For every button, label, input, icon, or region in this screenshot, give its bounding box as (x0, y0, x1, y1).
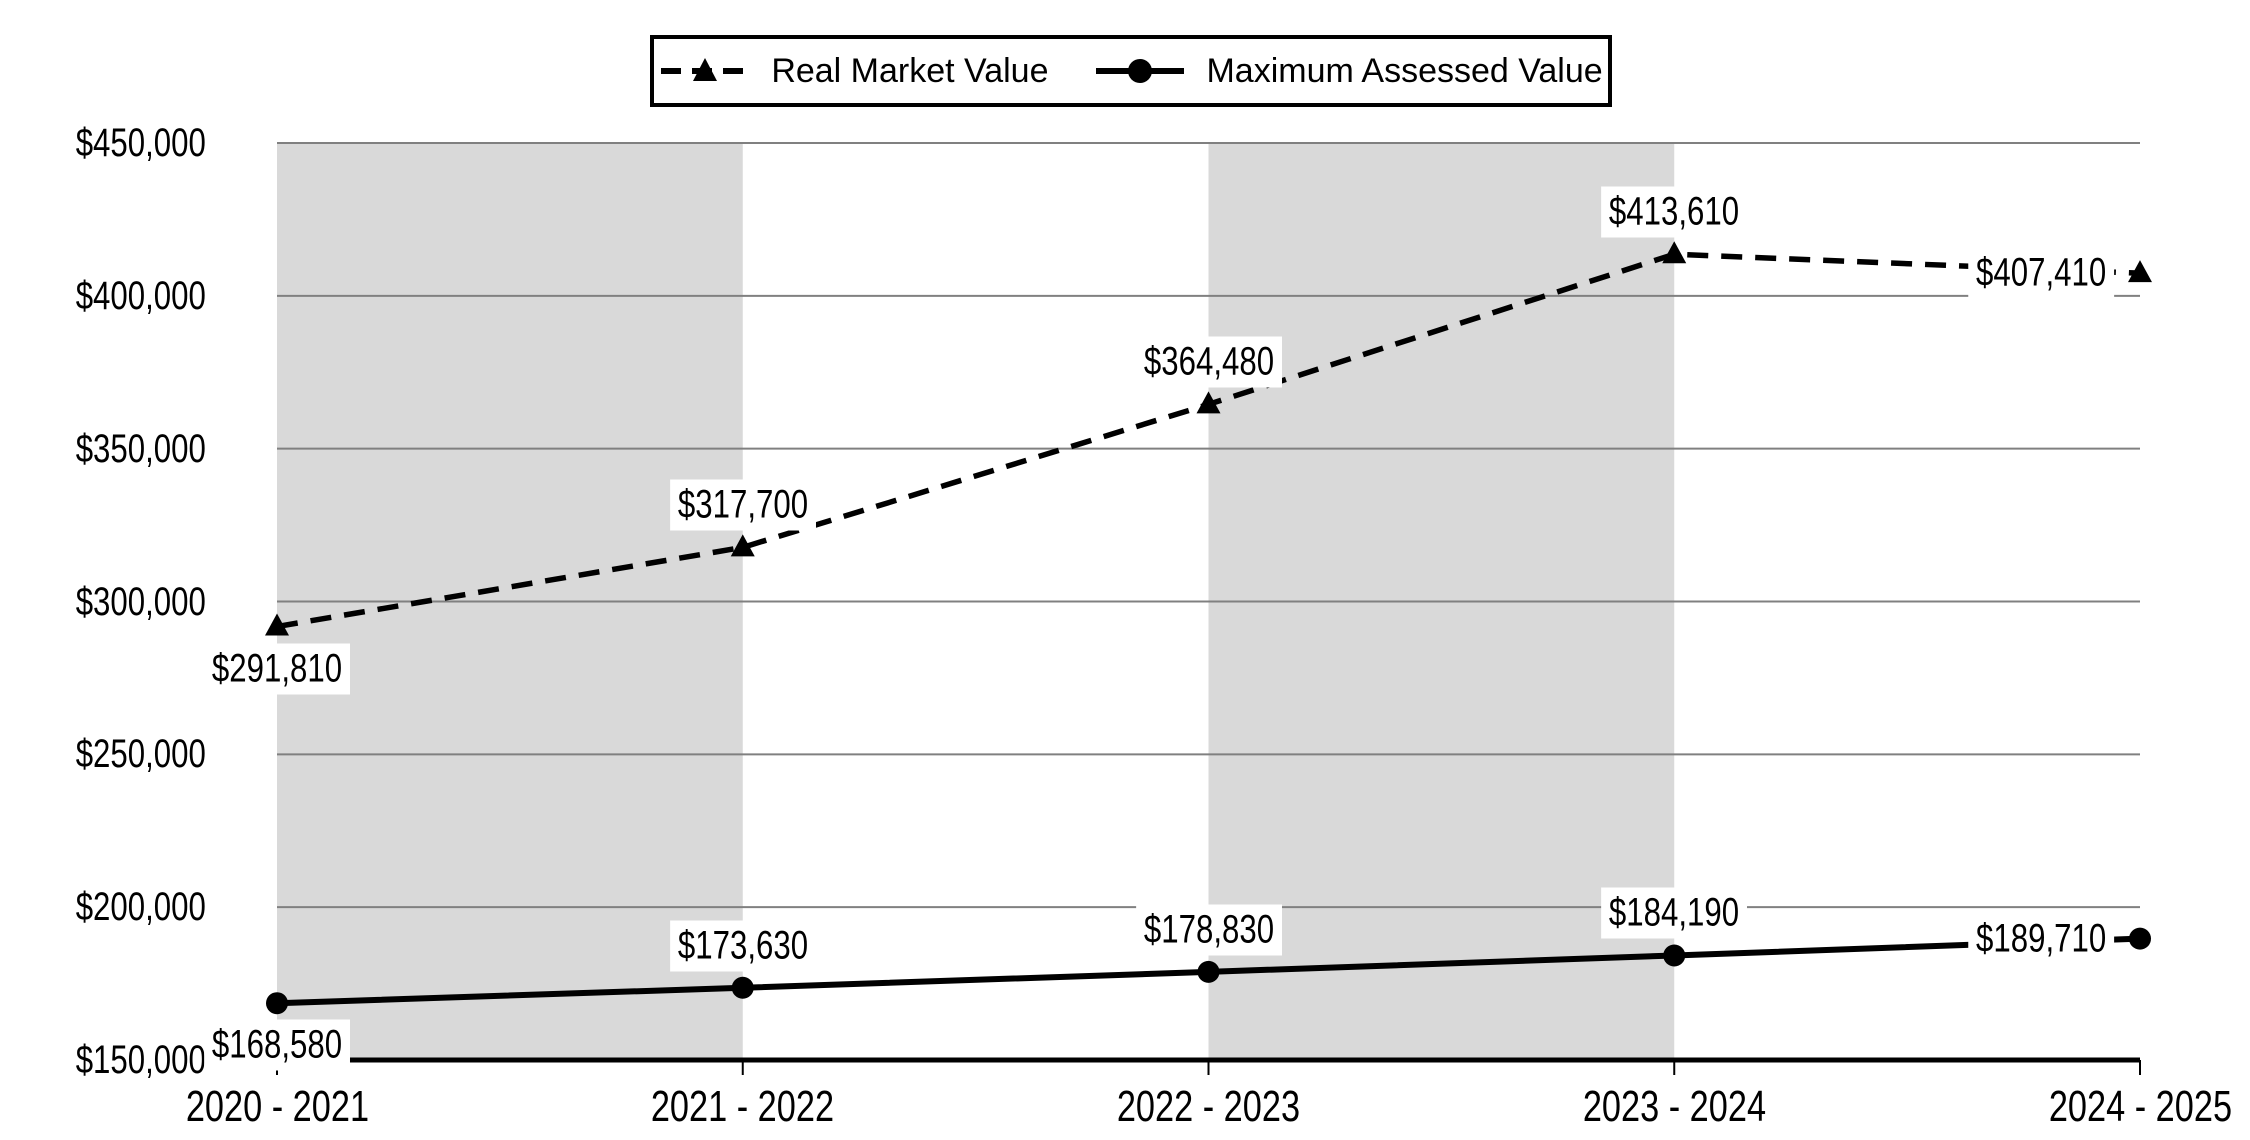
rmv-marker (1196, 391, 1221, 414)
legend-label-maximum-assessed-value: Maximum Assessed Value (1206, 51, 1603, 90)
y-axis-tick-label: $150,000 (75, 1038, 206, 1082)
x-axis-tick-label: 2023 - 2024 (1582, 1082, 1766, 1131)
mav-marker (2129, 927, 2151, 950)
mav-data-label: $173,630 (649, 920, 836, 972)
rmv-data-label: $364,480 (1115, 336, 1302, 388)
mav-marker (266, 992, 288, 1015)
rmv-marker (730, 534, 755, 557)
y-axis-tick-label: $200,000 (75, 885, 206, 930)
y-axis-tick-label: $450,000 (75, 121, 206, 165)
mav-marker (731, 976, 754, 999)
legend-item-real-market-value: Real Market Value (659, 52, 1048, 91)
mav-data-label: $184,190 (1581, 887, 1768, 939)
legend-item-maximum-assessed-value: Maximum Assessed Value (1094, 51, 1603, 91)
rmv-data-label: $291,810 (184, 643, 371, 695)
solid-line-circle-marker-icon (1096, 59, 1185, 83)
y-axis-tick-label: $300,000 (75, 579, 206, 624)
rmv-marker (2128, 260, 2152, 283)
rmv-marker (265, 613, 289, 636)
x-axis-tick-label: 2020 - 2021 (185, 1082, 369, 1131)
y-axis-tick-label: $350,000 (75, 426, 206, 471)
rmv-marker (1662, 241, 1687, 264)
y-axis-tick-label: $250,000 (75, 732, 206, 777)
legend: Real Market Value Maximum Assessed Value (650, 35, 1612, 107)
dashed-line-triangle-marker-icon (661, 58, 750, 81)
rmv-data-label: $407,410 (1927, 247, 2114, 299)
mav-marker (1663, 944, 1686, 967)
x-axis-tick-label: 2022 - 2023 (1116, 1082, 1301, 1131)
legend-label-real-market-value: Real Market Value (771, 51, 1049, 90)
rmv-data-label: $413,610 (1581, 186, 1768, 238)
x-axis-tick-label: 2024 - 2025 (2048, 1082, 2232, 1131)
x-axis-tick-label: 2021 - 2022 (651, 1082, 835, 1131)
mav-marker (1197, 960, 1220, 983)
mav-data-label: $178,830 (1115, 904, 1302, 956)
y-axis-tick-label: $400,000 (75, 273, 206, 318)
rmv-data-label: $317,700 (649, 479, 836, 531)
mav-data-label: $189,710 (1927, 913, 2114, 965)
mav-data-label: $168,580 (184, 1019, 371, 1071)
